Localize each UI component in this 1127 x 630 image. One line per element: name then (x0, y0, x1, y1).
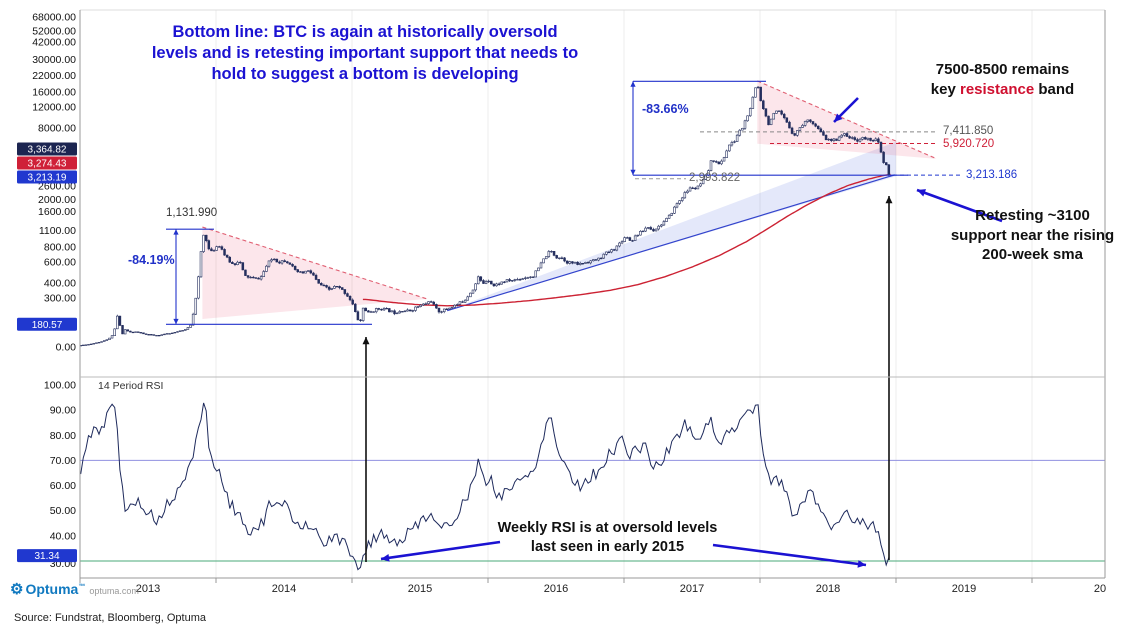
svg-text:22000.00: 22000.00 (32, 70, 76, 82)
svg-text:3,274.43: 3,274.43 (28, 159, 67, 170)
headline-note: Bottom line: BTC is again at historicall… (151, 23, 579, 84)
drawdown-label-2014: -84.19% (128, 253, 175, 267)
svg-text:52000.00: 52000.00 (32, 25, 76, 37)
axis-badge (17, 317, 77, 331)
rsi-line (80, 402, 890, 571)
svg-text:1600.00: 1600.00 (38, 206, 76, 218)
level-label-2993: 2,993.822 (689, 172, 741, 184)
level-label-5920: 5,920.720 (943, 138, 995, 150)
resistance-note: 7500-8500 remains key resistance band (900, 60, 1105, 99)
axis-badge (17, 170, 77, 184)
svg-text:0.00: 0.00 (56, 342, 77, 354)
svg-text:300.00: 300.00 (44, 292, 76, 304)
svg-text:12000.00: 12000.00 (32, 101, 76, 113)
trademark-mark: ™ (78, 583, 86, 591)
optuma-logo: ⚙ Optuma™ optuma.com (10, 580, 139, 598)
svg-text:800.00: 800.00 (44, 242, 76, 254)
retesting-note: Retesting ~3100 support near the rising … (950, 207, 1115, 263)
drawdown-label-2018: -83.66% (642, 102, 689, 116)
resistance-note-line1: 7500-8500 remains (935, 61, 1070, 78)
level-label-3213: 3,213.186 (966, 169, 1018, 181)
svg-text:80.00: 80.00 (50, 430, 76, 442)
axis-badge (17, 142, 77, 156)
svg-text:180.57: 180.57 (32, 320, 63, 331)
svg-text:40.00: 40.00 (50, 530, 76, 542)
source-line: Source: Fundstrat, Bloomberg, Optuma (14, 612, 206, 624)
rsi-oversold-note: Weekly RSI is at oversold levels last se… (497, 520, 718, 555)
logo-text: Optuma (25, 581, 79, 597)
svg-text:70.00: 70.00 (50, 455, 76, 467)
svg-text:20: 20 (1094, 583, 1106, 595)
svg-text:30000.00: 30000.00 (32, 54, 76, 66)
svg-text:2017: 2017 (680, 583, 704, 595)
price-panel-layer (80, 80, 962, 347)
resistance-word: resistance (959, 80, 1035, 98)
axis-badge (17, 156, 77, 170)
svg-text:31.34: 31.34 (34, 551, 59, 562)
resistance-post: band (1034, 80, 1075, 98)
sma-200w-line (362, 173, 891, 307)
resistance-note-line2: key resistance band (900, 80, 1105, 100)
axis-badge (17, 549, 77, 563)
gear-icon: ⚙ (10, 581, 24, 598)
svg-text:42000.00: 42000.00 (32, 36, 76, 48)
svg-text:2013: 2013 (136, 583, 160, 595)
svg-text:3,364.82: 3,364.82 (28, 145, 67, 156)
svg-text:2015: 2015 (408, 583, 432, 595)
rsi-indicator-label: 14 Period RSI (98, 380, 164, 392)
svg-text:50.00: 50.00 (50, 505, 76, 517)
svg-text:16000.00: 16000.00 (32, 86, 76, 98)
chart-frame (79, 9, 1106, 583)
logo-website: optuma.com (89, 586, 139, 596)
year-gridlines (215, 10, 1033, 578)
svg-text:2600.00: 2600.00 (38, 181, 76, 193)
svg-text:2016: 2016 (544, 583, 568, 595)
svg-text:1100.00: 1100.00 (39, 225, 76, 237)
svg-text:68000.00: 68000.00 (32, 11, 76, 23)
svg-text:8000.00: 8000.00 (38, 122, 76, 134)
svg-text:100.00: 100.00 (44, 380, 76, 392)
axis-badges: 3,364.82 3,274.43 3,213.19 180.57 31.34 (17, 142, 77, 563)
svg-text:60.00: 60.00 (50, 480, 76, 492)
svg-text:600.00: 600.00 (44, 257, 76, 269)
svg-text:2018: 2018 (816, 583, 840, 595)
svg-text:400.00: 400.00 (44, 278, 76, 290)
rsi-panel-layer (80, 402, 1105, 571)
svg-text:3,213.19: 3,213.19 (28, 173, 67, 184)
level-label-7411: 7,411.850 (943, 125, 994, 137)
svg-text:90.00: 90.00 (50, 405, 76, 417)
peak-price-label: 1,131.990 (166, 207, 218, 219)
svg-text:2000.00: 2000.00 (38, 194, 76, 206)
resistance-pre: key (930, 80, 960, 98)
svg-text:2019: 2019 (952, 583, 976, 595)
svg-text:2014: 2014 (272, 583, 296, 595)
